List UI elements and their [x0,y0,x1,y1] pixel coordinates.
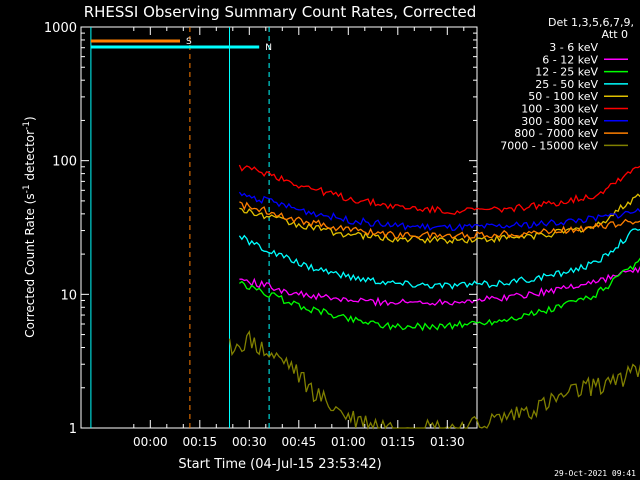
series-line-2 [239,257,640,332]
y-axis-label-end: ) [23,116,37,121]
series-line-5 [238,164,640,216]
x-tick-label-4: 01:00 [331,435,366,449]
chart-title: RHESSI Observing Summary Count Rates, Co… [84,3,477,21]
series-line-4 [239,193,640,245]
y-tick-label-3: 1000 [44,21,77,36]
legend-label-4: 50 - 100 keV [528,90,598,103]
axes-layer: 00:00 00:15 00:30 00:45 01:00 01:15 01:30 1 10 10… [44,21,477,449]
reference-lines [90,27,270,428]
legend-label-7: 800 - 7000 keV [514,127,598,140]
legend-label-2: 12 - 25 keV [535,66,598,79]
x-tick-label-3: 00:45 [282,435,317,449]
legend-label-0: 3 - 6 keV [549,41,598,54]
series-line-7 [239,201,640,240]
series-line-0 [239,255,640,291]
series-line-8 [228,330,640,430]
flag-label-1: N [265,43,272,53]
series-line-6 [238,191,640,232]
series-line-1 [239,265,640,307]
x-axis-label: Start Time (04-Jul-15 23:53:42) [178,457,381,472]
legend-header-line-1: Det 1,3,5,6,7,9, [548,16,634,29]
x-tick-label-2: 00:30 [232,435,267,449]
series-line-3 [238,228,640,290]
legend-label-6: 300 - 800 keV [521,115,598,128]
y-axis-label-sup2: -1 [22,121,32,130]
x-tick-label-0: 00:00 [133,435,168,449]
legend-label-5: 100 - 300 keV [521,103,598,116]
y-tick-label-2: 100 [52,155,77,170]
timestamp: 29-Oct-2021 09:41 [554,469,636,478]
legend-label-3: 25 - 50 keV [535,78,598,91]
plot-area [80,26,478,429]
y-axis-label-sup1: -1 [22,184,32,193]
x-tick-label-5: 01:15 [381,435,416,449]
legend-label-8: 7000 - 15000 keV [500,139,598,152]
y-axis-label: Corrected Count Rate (s-1 detector-1) [22,116,37,337]
series-layer [228,164,640,430]
y-tick-label-1: 10 [60,288,77,303]
y-tick-label-0: 1 [69,422,77,437]
x-tick-label-1: 00:15 [183,435,218,449]
flag-label-0: S [186,37,192,47]
x-tick-label-6: 01:30 [430,435,465,449]
flag-layer: SN [90,37,272,53]
y-axis-label-mid: detector [23,130,37,185]
plot-frame [80,26,478,429]
y-axis-label-main: Corrected Count Rate (s [23,193,37,337]
legend-label-1: 6 - 12 keV [542,53,598,66]
legend-header-line-2: Att 0 [602,28,628,41]
